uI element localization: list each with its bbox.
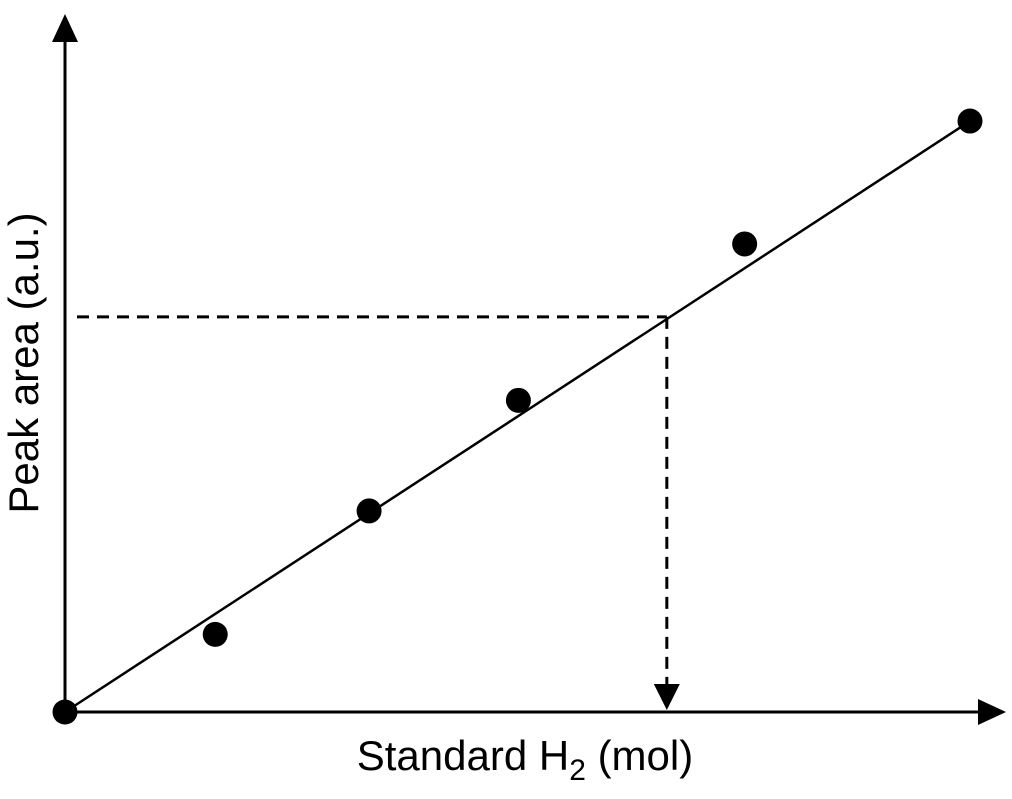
data-point-4 bbox=[505, 387, 531, 413]
x-axis-label: Standard H2 (mol) bbox=[357, 732, 693, 787]
data-points bbox=[52, 108, 983, 725]
data-point-5 bbox=[732, 231, 758, 257]
data-point-3 bbox=[356, 498, 382, 524]
data-point-6 bbox=[957, 108, 983, 134]
x-axis-arrow bbox=[978, 699, 1006, 725]
data-point-2 bbox=[202, 621, 228, 647]
data-point-1 bbox=[52, 699, 78, 725]
readout-arrow-head bbox=[653, 684, 680, 710]
y-axis-arrow bbox=[52, 14, 78, 42]
fit-line bbox=[64, 120, 971, 714]
y-axis-label: Peak area (a.u.) bbox=[0, 212, 47, 513]
